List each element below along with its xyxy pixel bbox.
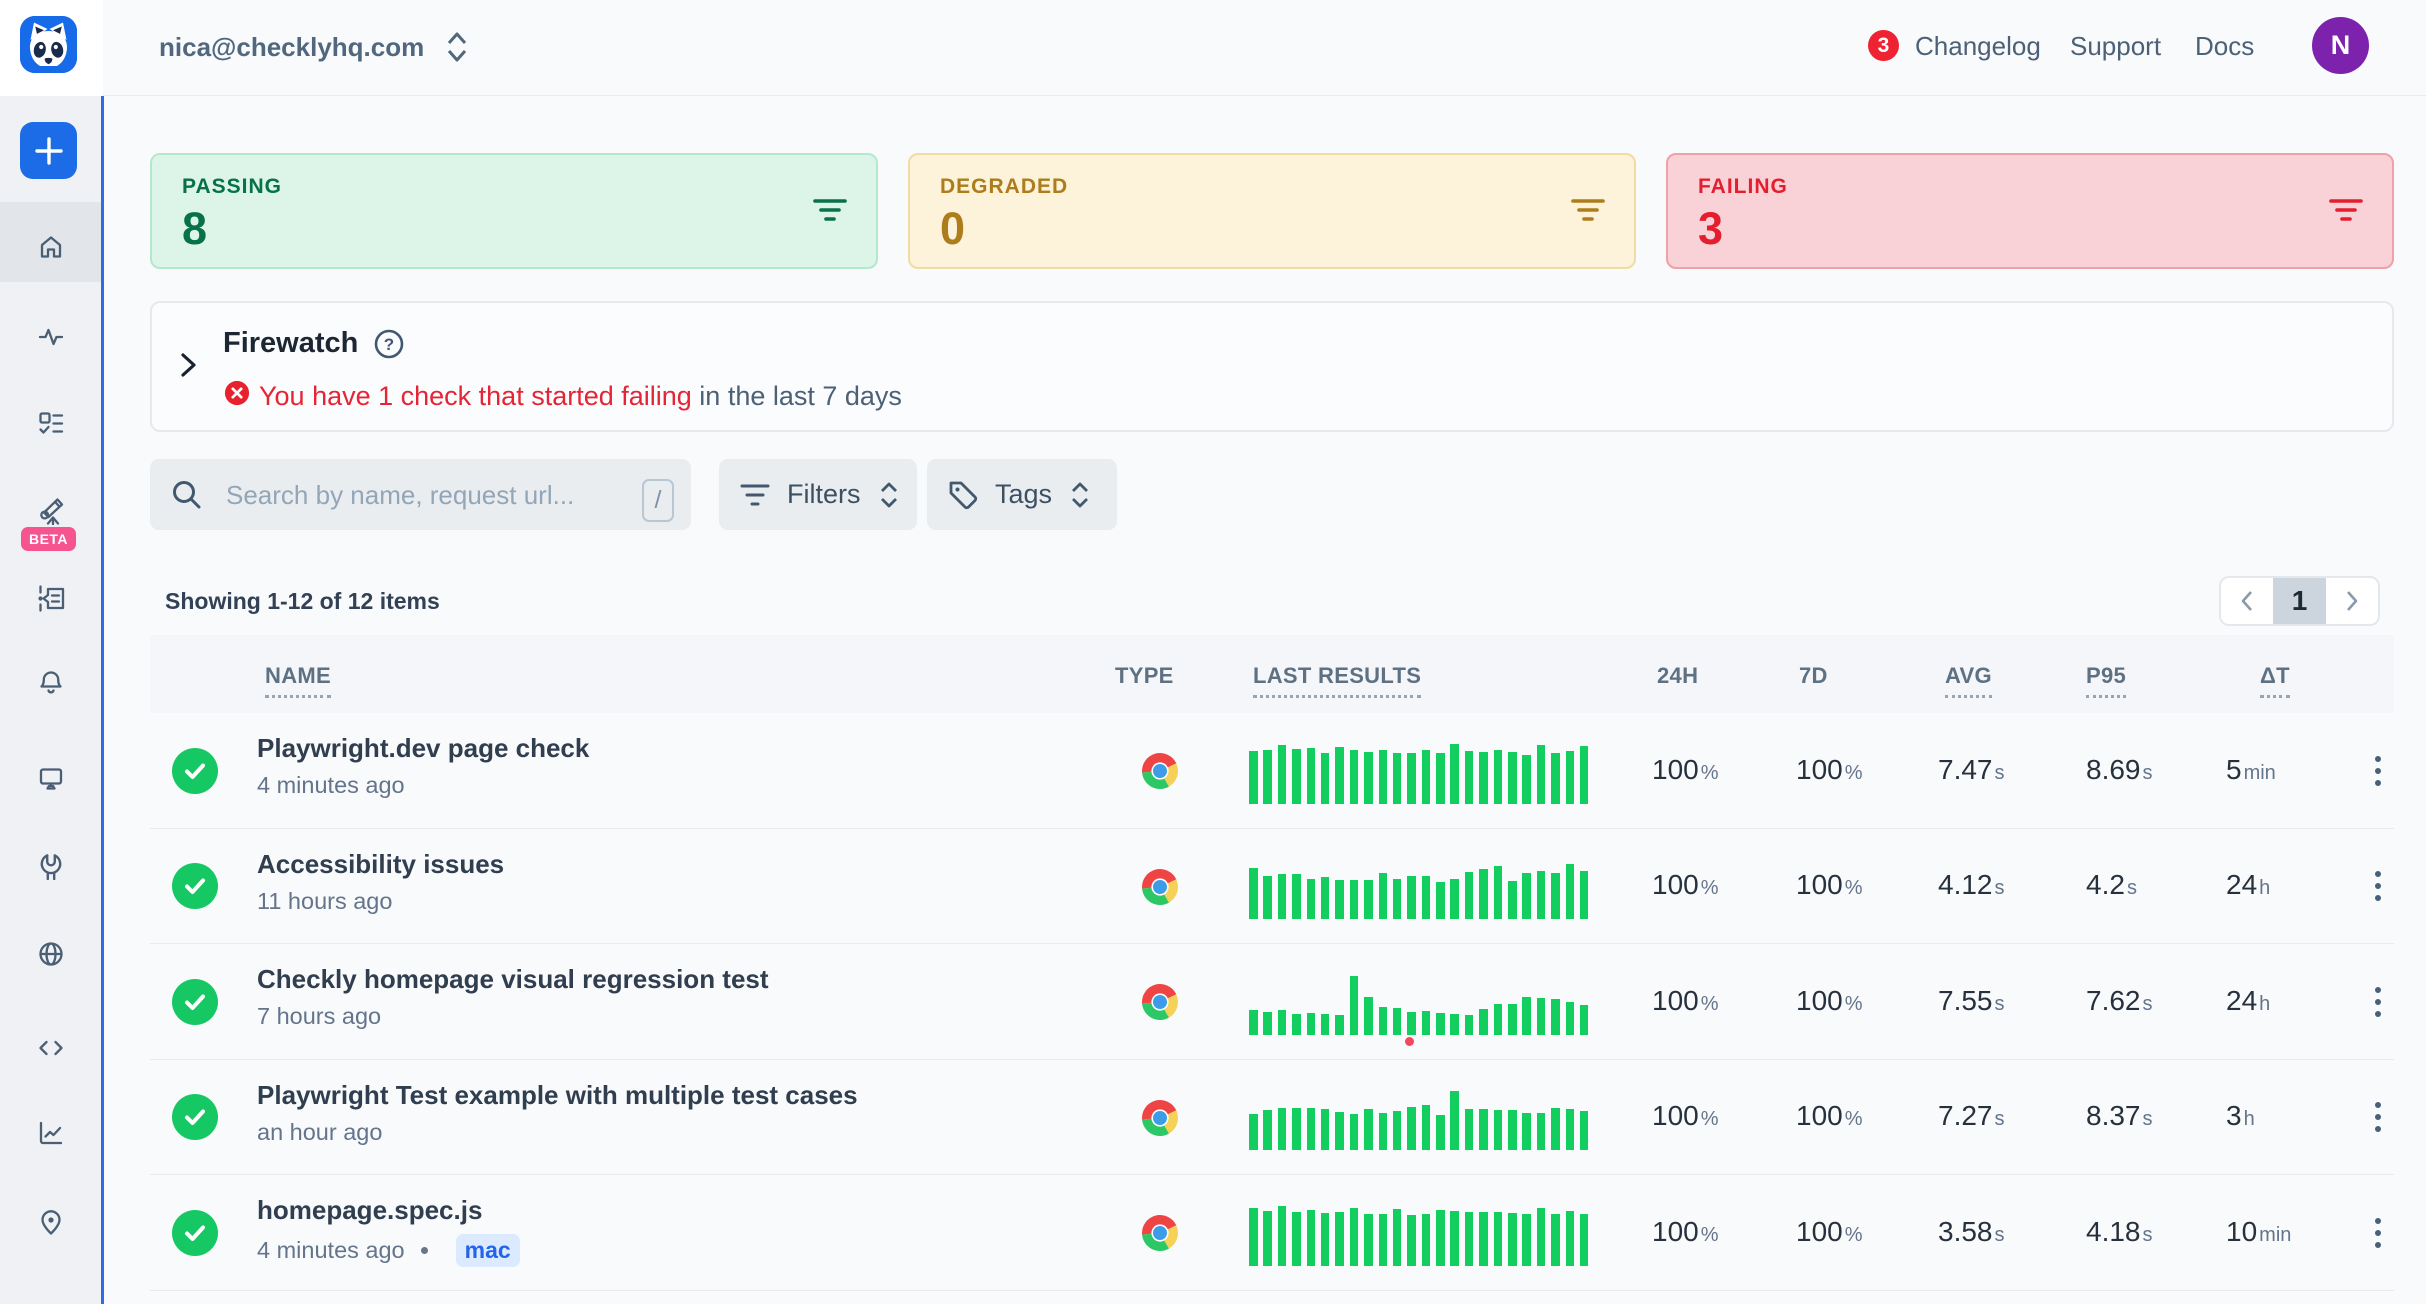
svg-text:?: ?: [384, 335, 394, 354]
